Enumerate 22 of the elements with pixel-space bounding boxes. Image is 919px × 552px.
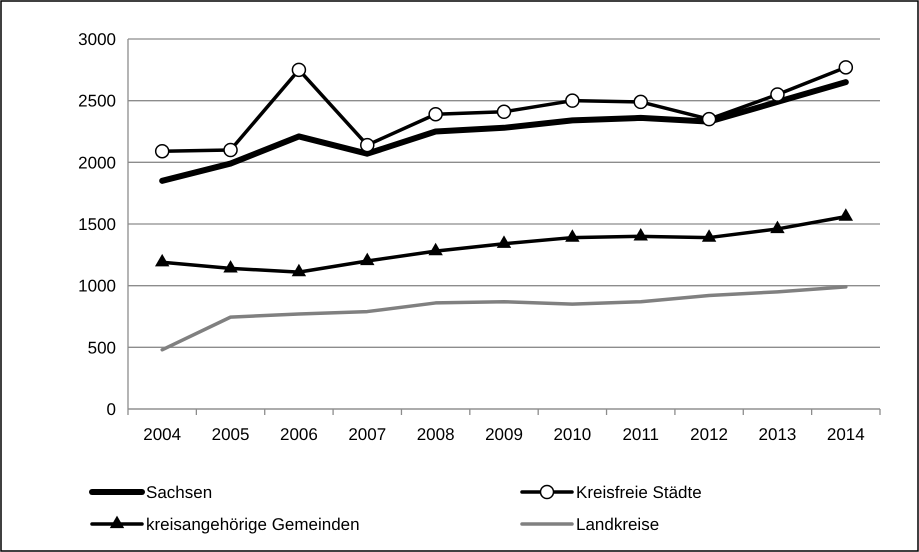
legend-label: Kreisfreie Städte — [576, 482, 702, 502]
y-tick-label: 1000 — [78, 276, 116, 296]
x-tick-label: 2013 — [758, 425, 796, 444]
x-tick-label: 2012 — [690, 425, 728, 444]
y-tick-label: 0 — [106, 400, 116, 419]
y-tick-label: 1500 — [78, 214, 116, 234]
x-tick-label: 2004 — [143, 425, 182, 444]
x-tick-label: 2014 — [826, 425, 865, 444]
legend-label: Sachsen — [146, 482, 212, 502]
x-tick-label: 2005 — [212, 425, 250, 444]
legend-label: Landkreise — [576, 514, 660, 534]
x-tick-label: 2009 — [485, 425, 523, 444]
y-tick-label: 2500 — [78, 92, 116, 111]
legend-label: kreisangehörige Gemeinden — [146, 514, 360, 534]
x-tick-label: 2006 — [280, 425, 318, 444]
x-tick-label: 2010 — [553, 425, 592, 444]
x-tick-label: 2008 — [416, 425, 455, 444]
y-tick-label: 2000 — [78, 153, 116, 172]
x-tick-label: 2011 — [622, 425, 660, 444]
y-tick-label: 3000 — [78, 30, 116, 49]
y-tick-label: 500 — [88, 338, 116, 358]
x-tick-label: 2007 — [348, 425, 386, 444]
